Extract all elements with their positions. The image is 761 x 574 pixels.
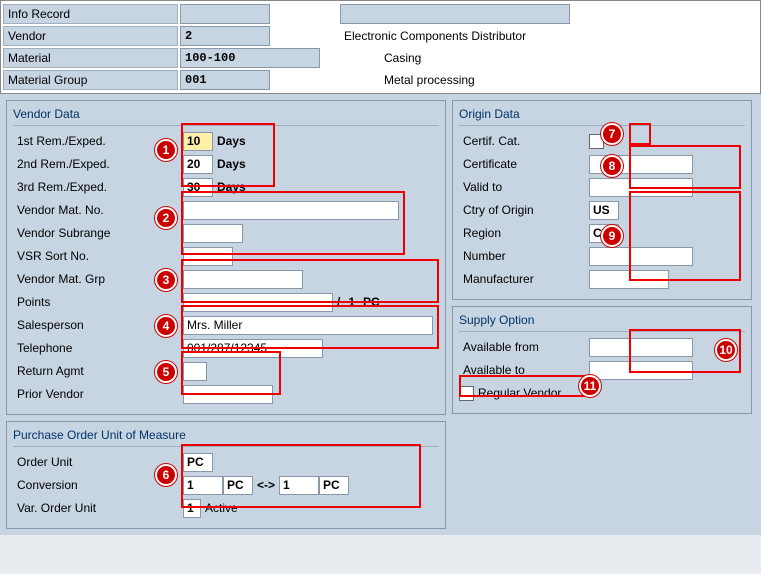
manuf-label: Manufacturer xyxy=(459,270,589,288)
conv-left-field[interactable] xyxy=(183,476,223,495)
rem2-unit: Days xyxy=(213,157,250,171)
prior-label: Prior Vendor xyxy=(13,385,183,403)
points-label: Points xyxy=(13,293,183,311)
material-label: Material xyxy=(3,48,178,68)
conv-sep: <-> xyxy=(253,478,279,492)
points-sep: / xyxy=(333,295,344,309)
regular-vendor-checkbox[interactable] xyxy=(459,386,474,401)
vsubrg-label: Vendor Subrange xyxy=(13,224,183,242)
sales-field[interactable] xyxy=(183,316,433,335)
avail-to-label: Available to xyxy=(459,361,589,379)
var-field[interactable] xyxy=(183,499,201,518)
material-group-row: Material Group 001 Metal processing xyxy=(3,69,758,91)
manuf-field[interactable] xyxy=(589,270,669,289)
rem1-field[interactable] xyxy=(183,132,213,151)
material-field[interactable]: 100-100 xyxy=(180,48,320,68)
pouom-panel: Purchase Order Unit of Measure 6 Order U… xyxy=(6,421,446,529)
vsr-label: VSR Sort No. xyxy=(13,247,183,265)
info-record-desc[interactable] xyxy=(340,4,570,24)
ctry-label: Ctry of Origin xyxy=(459,201,589,219)
supply-panel: Supply Option 10 Available from Availabl… xyxy=(452,306,752,414)
info-record-label: Info Record xyxy=(3,4,178,24)
callout-4: 4 xyxy=(155,315,177,337)
vsubrg-field[interactable] xyxy=(183,224,243,243)
tel-field[interactable] xyxy=(183,339,323,358)
avail-from-label: Available from xyxy=(459,338,589,356)
number-label: Number xyxy=(459,247,589,265)
callout-10: 10 xyxy=(715,339,737,361)
info-record-field[interactable] xyxy=(180,4,270,24)
prior-field[interactable] xyxy=(183,385,273,404)
avail-from-field[interactable] xyxy=(589,338,693,357)
panels-container: Vendor Data 1 1st Rem./Exped. Days 2nd R… xyxy=(0,94,761,535)
var-desc: Active xyxy=(201,501,238,515)
callout-5: 5 xyxy=(155,361,177,383)
vsr-field[interactable] xyxy=(183,247,233,266)
region-label: Region xyxy=(459,224,589,242)
callout-8: 8 xyxy=(601,155,623,177)
valid-to-label: Valid to xyxy=(459,178,589,196)
callout-7: 7 xyxy=(601,123,623,145)
pouom-title: Purchase Order Unit of Measure xyxy=(13,426,439,447)
ctry-field[interactable] xyxy=(589,201,619,220)
origin-panel: Origin Data 7 Certif. Cat. 8 Certificate… xyxy=(452,100,752,300)
number-field[interactable] xyxy=(589,247,693,266)
vmatgrp-field[interactable] xyxy=(183,270,303,289)
material-row: Material 100-100 Casing xyxy=(3,47,758,69)
rem3-field[interactable] xyxy=(183,178,213,197)
header-block: Info Record Vendor 2 Electronic Componen… xyxy=(0,0,761,94)
avail-to-field[interactable] xyxy=(589,361,693,380)
points-unit: PC xyxy=(359,295,384,309)
points-field[interactable] xyxy=(183,293,333,312)
material-group-label: Material Group xyxy=(3,70,178,90)
vmatno-field[interactable] xyxy=(183,201,399,220)
regular-vendor-label: Regular Vendor xyxy=(474,386,561,400)
points-qty: 1 xyxy=(344,295,359,309)
vendor-field[interactable]: 2 xyxy=(180,26,270,46)
callout-3: 3 xyxy=(155,269,177,291)
callout-11: 11 xyxy=(579,375,601,397)
supply-title: Supply Option xyxy=(459,311,745,332)
rem3-unit: Days xyxy=(213,180,250,194)
rem1-unit: Days xyxy=(213,134,250,148)
material-group-desc: Metal processing xyxy=(380,71,479,89)
vendor-data-panel: Vendor Data 1 1st Rem./Exped. Days 2nd R… xyxy=(6,100,446,415)
callout-1: 1 xyxy=(155,139,177,161)
certificate-label: Certificate xyxy=(459,155,589,173)
material-group-field[interactable]: 001 xyxy=(180,70,270,90)
vendor-label: Vendor xyxy=(3,26,178,46)
var-label: Var. Order Unit xyxy=(13,499,183,517)
conv-right-unit[interactable] xyxy=(319,476,349,495)
return-field[interactable] xyxy=(183,362,207,381)
origin-title: Origin Data xyxy=(459,105,745,126)
material-desc: Casing xyxy=(380,49,425,67)
vendor-row: Vendor 2 Electronic Components Distribut… xyxy=(3,25,758,47)
info-record-row: Info Record xyxy=(3,3,758,25)
vendor-desc: Electronic Components Distributor xyxy=(340,27,530,45)
callout-2: 2 xyxy=(155,207,177,229)
order-unit-field[interactable] xyxy=(183,453,213,472)
conv-right-field[interactable] xyxy=(279,476,319,495)
callout-9: 9 xyxy=(601,225,623,247)
rem3-label: 3rd Rem./Exped. xyxy=(13,178,183,196)
vendor-data-title: Vendor Data xyxy=(13,105,439,126)
conv-left-unit[interactable] xyxy=(223,476,253,495)
tel-label: Telephone xyxy=(13,339,183,357)
rem2-field[interactable] xyxy=(183,155,213,174)
callout-6: 6 xyxy=(155,464,177,486)
certif-cat-label: Certif. Cat. xyxy=(459,132,589,150)
valid-to-field[interactable] xyxy=(589,178,693,197)
